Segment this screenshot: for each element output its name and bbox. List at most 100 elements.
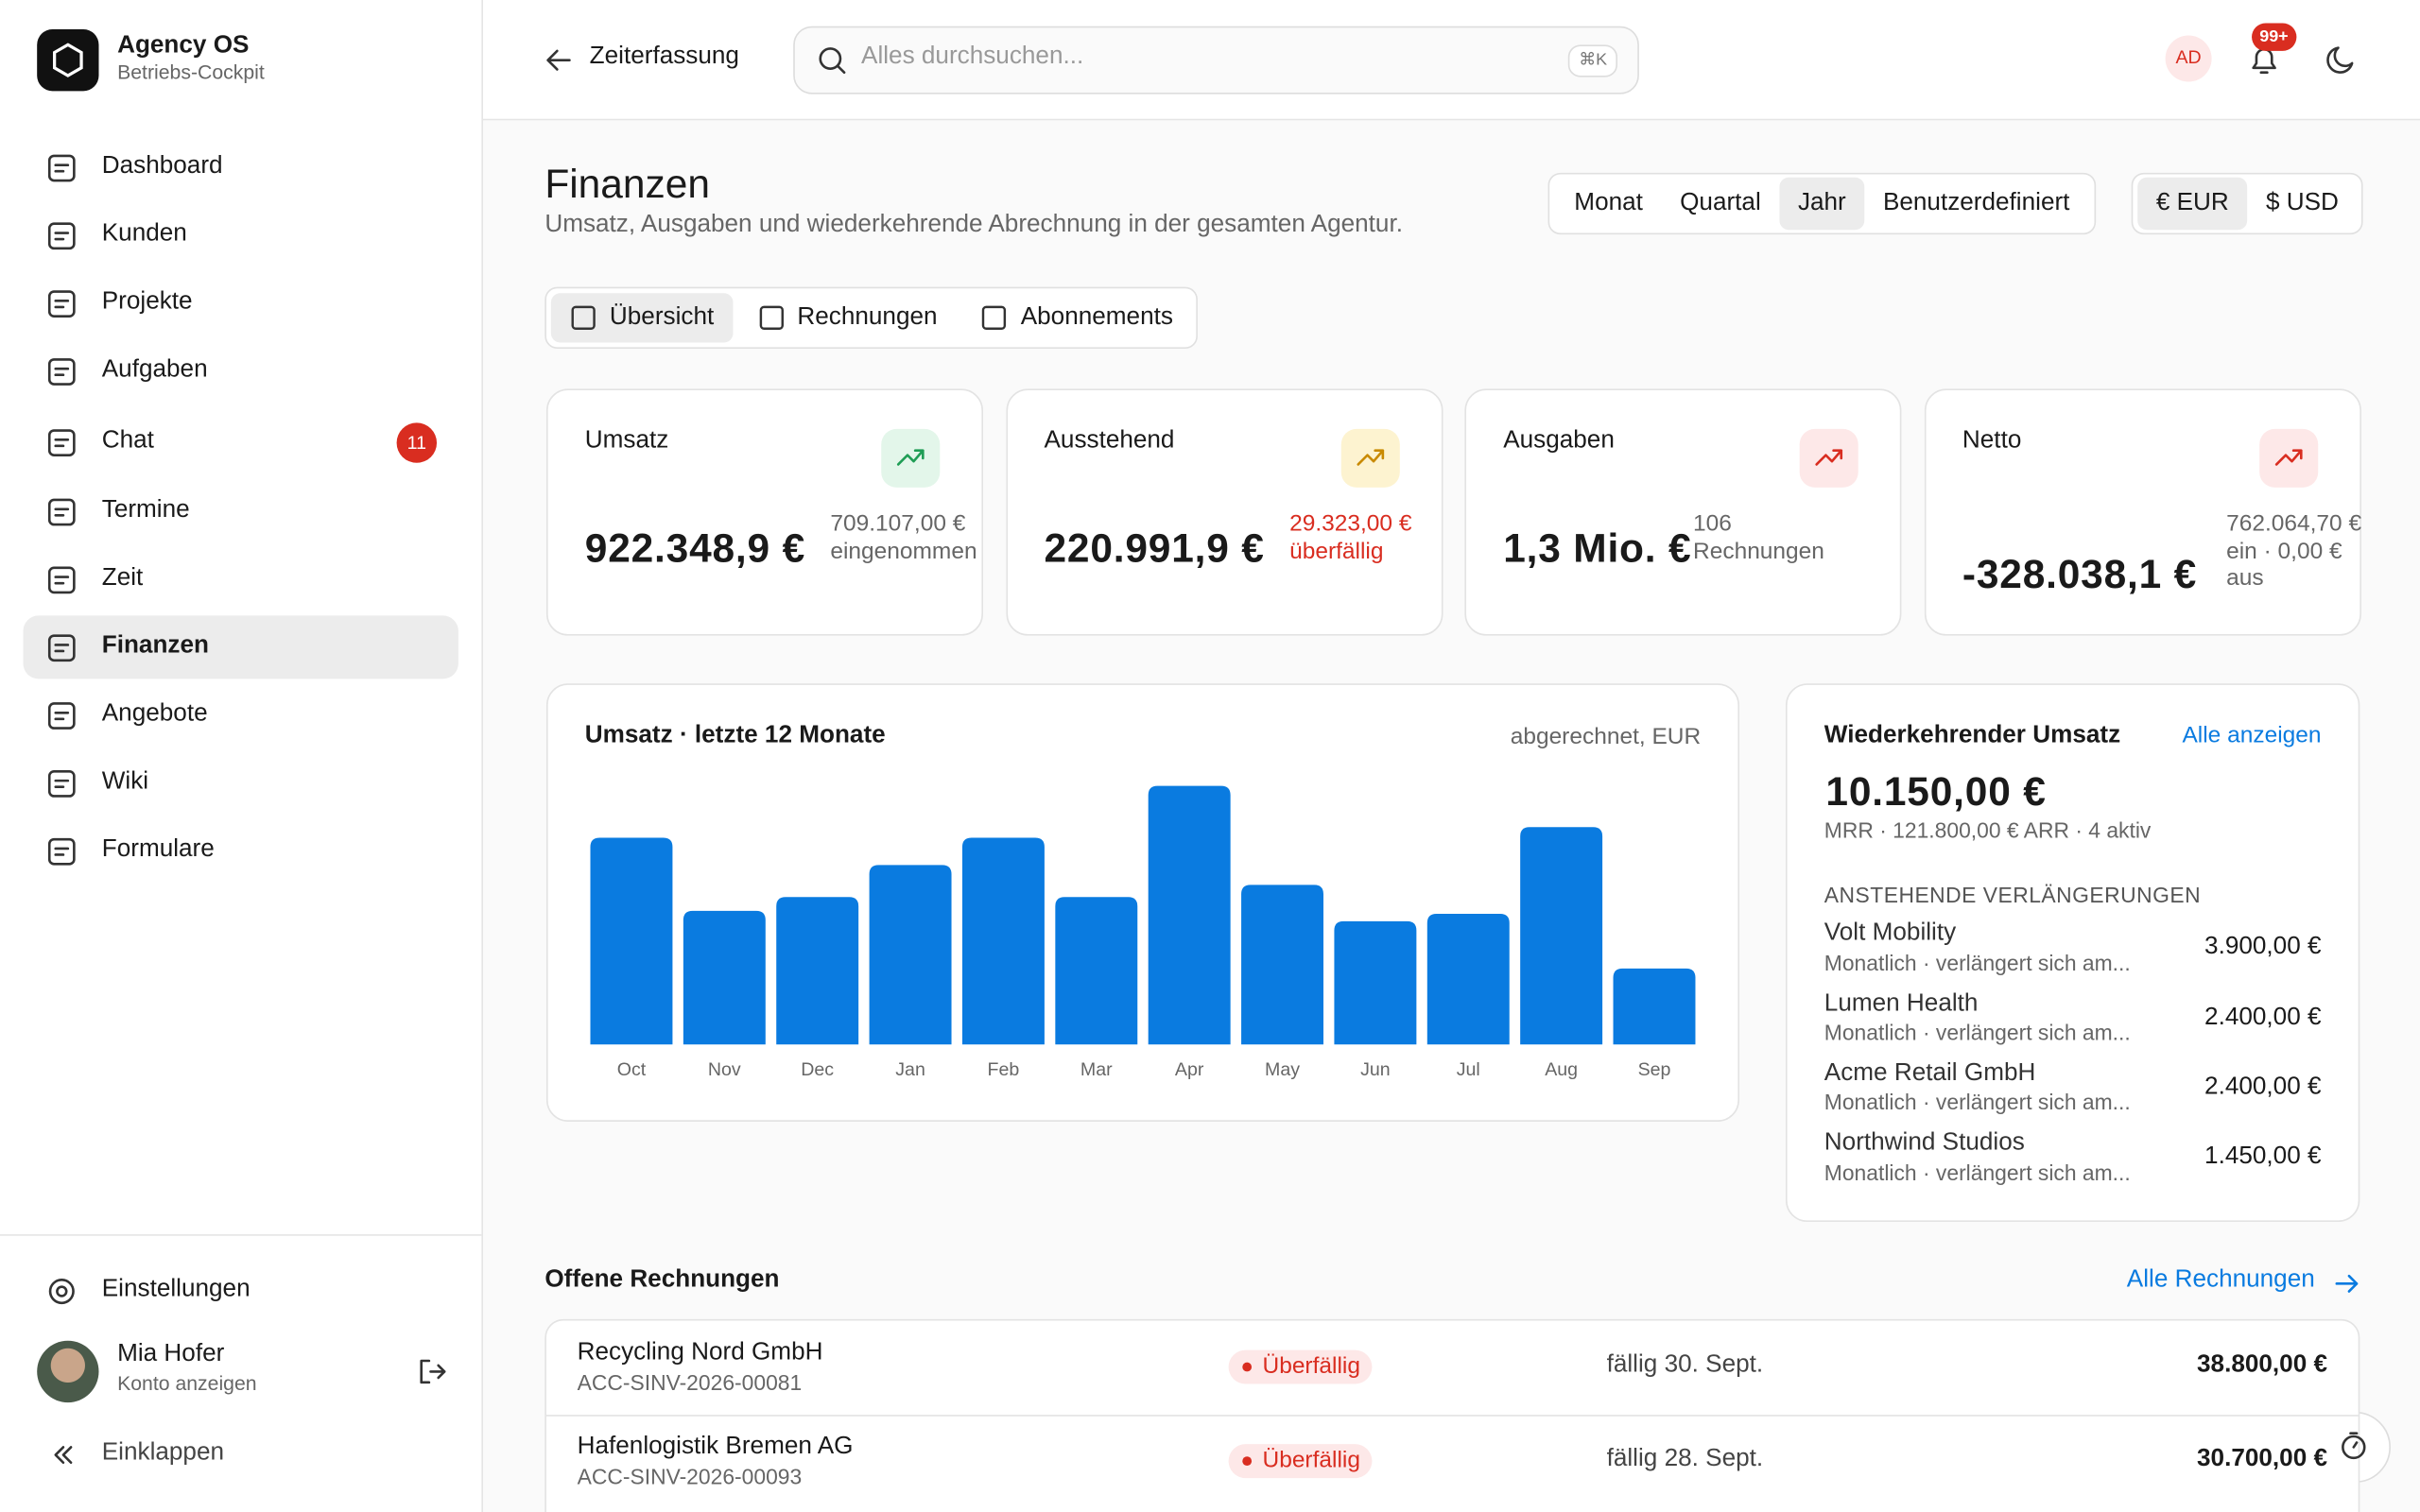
renewal-name: Acme Retail GmbH — [1824, 1059, 2036, 1087]
settings-icon — [48, 1278, 75, 1305]
kpi-label: Umsatz — [584, 427, 669, 455]
logout-icon[interactable] — [417, 1356, 448, 1387]
renewal-detail: Monatlich · verlängert sich am... — [1824, 1159, 2131, 1185]
invoice-client[interactable]: Recycling Nord GmbH — [577, 1339, 823, 1366]
kpi-icon — [1356, 449, 1384, 466]
recurring-link[interactable]: Alle anzeigen — [2182, 722, 2322, 748]
status-pill: Überfällig — [1228, 1444, 1374, 1479]
x-tick-label: Nov — [708, 1059, 741, 1080]
sidebar — [0, 0, 484, 1512]
nav-icon — [47, 154, 76, 182]
period-option[interactable]: Quartal — [1680, 189, 1761, 216]
page-title: Finanzen — [544, 161, 710, 208]
kpi-card: Ausgaben 1,3 Mio. €106 Rechnungen — [1464, 388, 1902, 636]
user-avatar[interactable] — [37, 1340, 99, 1403]
tab-icon — [758, 305, 784, 330]
nav-item[interactable]: Kunden — [101, 221, 187, 248]
invoices-link[interactable]: Alle Rechnungen — [2126, 1267, 2315, 1294]
nav-item[interactable]: Angebote — [101, 700, 208, 728]
kpi-icon — [2274, 449, 2302, 466]
recurring-summary: MRR · 121.800,00 € ARR · 4 aktiv — [1824, 816, 2152, 842]
user-name: Mia Hofer — [117, 1341, 225, 1368]
chart-subtitle: abgerechnet, EUR — [1510, 723, 1702, 750]
tab[interactable]: Übersicht — [550, 293, 733, 343]
tab-label: Abonnements — [1020, 303, 1173, 331]
invoices-title: Offene Rechnungen — [544, 1267, 780, 1294]
nav-icon — [47, 770, 76, 798]
x-tick-label: Sep — [1638, 1059, 1671, 1080]
logo-icon — [53, 43, 83, 77]
x-tick-label: May — [1265, 1059, 1300, 1080]
kpi-note: aus — [2226, 564, 2264, 592]
brand-name: Agency OS — [117, 32, 250, 60]
nav-item[interactable]: Aufgaben — [101, 356, 208, 384]
x-tick-label: Feb — [988, 1059, 1020, 1080]
bar — [683, 910, 766, 1045]
x-tick-label: Apr — [1175, 1059, 1204, 1080]
currency-option[interactable]: $ USD — [2265, 189, 2339, 216]
invoice-amount: 30.700,00 € — [2197, 1446, 2328, 1473]
nav-icon — [47, 702, 76, 730]
back-link[interactable]: Zeiterfassung — [589, 43, 739, 71]
recurring-title: Wiederkehrender Umsatz — [1824, 722, 2121, 749]
section-label: ANSTEHENDE VERLÄNGERUNGEN — [1824, 882, 2202, 907]
period-option[interactable]: Benutzerdefiniert — [1882, 189, 2070, 216]
kpi-note: 106 — [1693, 510, 1732, 538]
collapse-icon[interactable] — [49, 1441, 77, 1469]
status-dot — [1242, 1362, 1253, 1372]
chart-title: Umsatz · letzte 12 Monate — [584, 722, 886, 749]
renewal-amount: 2.400,00 € — [2204, 1004, 2322, 1031]
nav-item[interactable]: Finanzen — [101, 633, 209, 660]
active-nav-bg — [23, 615, 458, 679]
x-tick-label: Jul — [1457, 1059, 1480, 1080]
tab-label: Rechnungen — [797, 303, 938, 331]
row-divider — [545, 1415, 2359, 1417]
avatar-initials: AD — [2175, 45, 2202, 68]
renewal-detail: Monatlich · verlängert sich am... — [1824, 950, 2131, 975]
theme-icon[interactable] — [2323, 42, 2360, 78]
nav-item[interactable]: Formulare — [101, 836, 215, 864]
timer-icon — [2342, 1432, 2366, 1460]
bar — [1055, 897, 1138, 1045]
tab[interactable]: Abonnements — [962, 293, 1192, 342]
collapse-link[interactable]: Einklappen — [101, 1439, 225, 1467]
nav-item[interactable]: Dashboard — [101, 153, 223, 180]
tab[interactable]: Rechnungen — [738, 293, 956, 342]
kpi-card: Netto -328.038,1 € 762.064,70 € ein · 0,00 … — [1924, 388, 2362, 636]
nav-item[interactable]: Wiki — [101, 768, 149, 796]
shortcut-hint: ⌘K — [1567, 44, 1618, 77]
invoice-client[interactable]: Hafenlogistik Bremen AG — [577, 1434, 854, 1461]
currency-option[interactable]: € EUR — [2137, 177, 2248, 231]
invoice-number: ACC-SINV-2026-00081 — [577, 1369, 803, 1395]
logo — [37, 29, 99, 92]
tabs: Übersicht Rechnungen Abonnements — [544, 286, 1199, 349]
settings-link[interactable]: Einstellungen — [101, 1276, 251, 1303]
tab-icon — [571, 305, 596, 330]
nav-item[interactable]: Projekte — [101, 288, 193, 316]
kpi-note: 762.064,70 € — [2226, 510, 2362, 538]
status-label: Überfällig — [1262, 1447, 1360, 1474]
kpi-value: 1,3 Mio. € — [1503, 524, 1692, 572]
bar — [961, 837, 1045, 1045]
renewal-name: Lumen Health — [1824, 989, 1979, 1017]
search-icon — [819, 47, 846, 75]
period-option[interactable]: Monat — [1574, 189, 1643, 216]
nav-item[interactable]: Termine — [101, 497, 190, 524]
back-arrow[interactable] — [544, 44, 575, 76]
nav-icon — [47, 498, 76, 526]
period-option[interactable]: Jahr — [1779, 177, 1865, 231]
tab-label: Übersicht — [609, 303, 715, 331]
x-tick-label: Oct — [617, 1059, 647, 1080]
sidebar-divider — [0, 1234, 482, 1236]
kpi-note: überfällig — [1289, 537, 1384, 564]
search-box[interactable] — [793, 26, 1639, 94]
nav-item[interactable]: Zeit — [101, 565, 144, 592]
kpi-value: -328.038,1 € — [1962, 551, 2198, 598]
nav-item[interactable]: Chat — [101, 427, 154, 455]
x-tick-label: Dec — [801, 1059, 834, 1080]
user-subtitle[interactable]: Konto anzeigen — [117, 1371, 257, 1396]
kpi-note: ein · 0,00 € — [2226, 537, 2342, 564]
nav-icon — [47, 429, 76, 456]
avatar-badge[interactable] — [2165, 35, 2212, 82]
